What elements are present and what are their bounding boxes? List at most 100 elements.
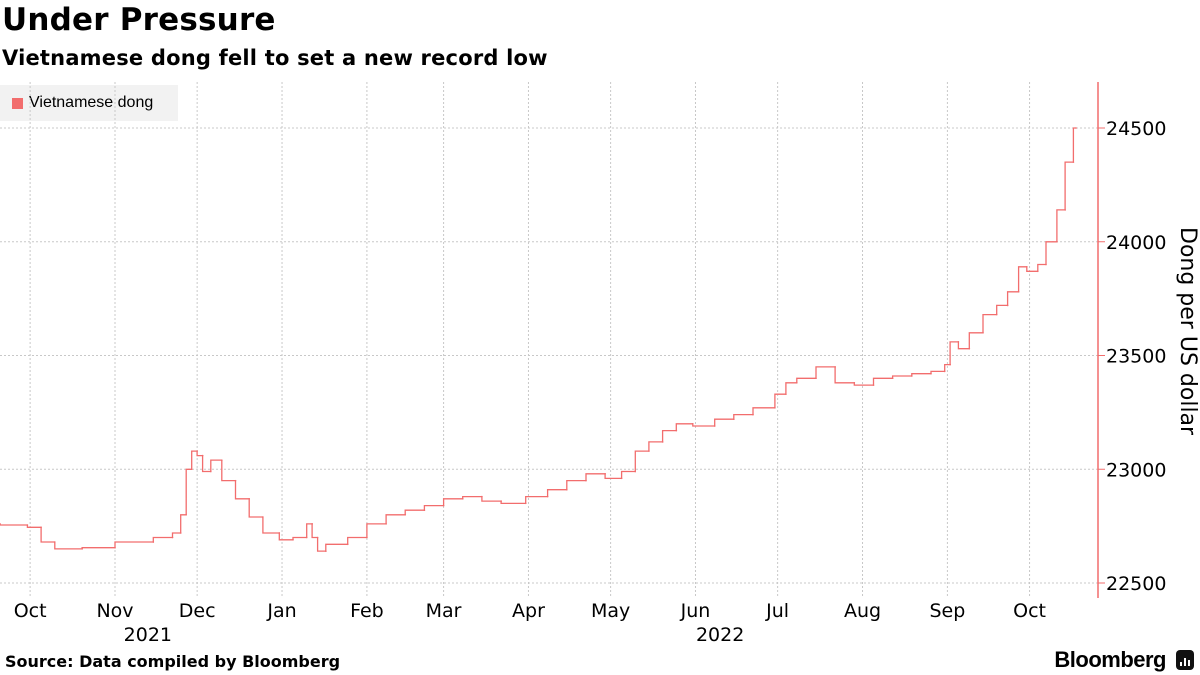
- data-point: [853, 382, 856, 384]
- data-point: [546, 495, 549, 498]
- data-point: [968, 347, 971, 350]
- y-tick-label: 23500: [1106, 346, 1166, 368]
- data-point: [648, 450, 650, 452]
- x-tick-label: Feb: [350, 600, 384, 622]
- data-point: [815, 377, 817, 380]
- data-point: [943, 370, 946, 373]
- data-point: [796, 382, 798, 384]
- data-point: [114, 546, 116, 549]
- data-point: [292, 538, 294, 541]
- data-point: [500, 500, 502, 502]
- data-point: [26, 524, 29, 526]
- data-point: [872, 384, 875, 386]
- data-point: [733, 418, 735, 421]
- data-point: [210, 470, 212, 473]
- data-point: [1075, 127, 1077, 129]
- data-point: [248, 498, 250, 500]
- data-point: [891, 377, 894, 380]
- data-point: [949, 363, 951, 366]
- data-point: [565, 488, 568, 491]
- data-point: [1056, 240, 1058, 243]
- x-tick-label: Nov: [96, 600, 133, 622]
- data-point: [196, 450, 198, 452]
- data-point: [995, 313, 998, 316]
- data-point: [620, 477, 623, 480]
- x-tick-label: Jan: [266, 600, 296, 622]
- data-point: [40, 526, 42, 529]
- x-tick-label: Jul: [765, 600, 789, 622]
- x-tick-label: May: [591, 600, 630, 622]
- data-point: [404, 513, 407, 516]
- chart-title: Under Pressure: [2, 2, 276, 38]
- data-point: [423, 509, 426, 512]
- data-point: [911, 375, 913, 377]
- data-point: [185, 513, 187, 516]
- bloomberg-icon: [1176, 650, 1194, 670]
- data-point: [278, 532, 281, 534]
- series-line: [0, 127, 1077, 552]
- data-point: [957, 341, 960, 343]
- data-point: [325, 550, 327, 552]
- data-point: [305, 536, 308, 539]
- data-point: [0, 523, 1, 525]
- data-point: [785, 393, 787, 395]
- data-point: [585, 479, 587, 482]
- x-tick-label: Jun: [680, 600, 711, 622]
- source-note: Source: Data compiled by Bloomberg: [5, 652, 341, 671]
- data-point: [604, 473, 606, 475]
- x-tick-label: Oct: [14, 600, 47, 622]
- data-point: [691, 422, 694, 425]
- data-point: [524, 502, 527, 505]
- x-year-label: 2022: [696, 624, 744, 646]
- x-year-label: 2021: [124, 624, 172, 646]
- data-point: [982, 331, 984, 334]
- data-point: [179, 532, 182, 534]
- legend-label: Vietnamese dong: [29, 94, 154, 111]
- brand-logo: Bloomberg: [1054, 647, 1166, 672]
- data-point: [442, 504, 445, 507]
- data-point: [234, 479, 237, 482]
- data-point: [675, 429, 678, 432]
- data-point: [1045, 263, 1047, 266]
- data-point: [1072, 161, 1075, 163]
- data-point: [311, 523, 313, 525]
- data-point: [385, 523, 387, 525]
- data-point: [752, 413, 754, 416]
- x-tick-label: Oct: [1013, 600, 1046, 622]
- data-point: [366, 536, 368, 539]
- data-point: [171, 536, 174, 539]
- data-point: [1064, 209, 1066, 211]
- data-point: [661, 441, 664, 443]
- data-point: [1036, 270, 1039, 273]
- data-point: [461, 498, 464, 500]
- x-tick-label: Aug: [844, 600, 881, 622]
- data-point: [346, 543, 349, 546]
- data-point: [481, 495, 483, 498]
- data-point: [634, 470, 637, 473]
- data-point: [316, 536, 319, 539]
- legend-swatch: [12, 97, 23, 109]
- y-tick-label: 24500: [1106, 118, 1166, 140]
- y-tick-label: 23000: [1106, 459, 1166, 481]
- data-point: [1017, 291, 1020, 293]
- x-tick-label: Apr: [512, 600, 545, 622]
- chart-subtitle: Vietnamese dong fell to set a new record…: [2, 46, 548, 70]
- data-point: [834, 366, 836, 368]
- data-point: [262, 516, 264, 518]
- x-tick-label: Sep: [929, 600, 965, 622]
- x-tick-label: Dec: [179, 600, 216, 622]
- x-tick-label: Mar: [426, 600, 462, 622]
- data-point: [81, 548, 83, 550]
- data-point: [152, 541, 155, 543]
- data-point: [713, 425, 716, 427]
- data-point: [1026, 265, 1028, 268]
- y-axis-title: Dong per US dollar: [1175, 227, 1200, 436]
- y-tick-label: 24000: [1106, 232, 1166, 254]
- y-tick-label: 22500: [1106, 573, 1166, 595]
- data-point: [201, 454, 204, 457]
- data-point: [1006, 304, 1009, 307]
- data-point: [774, 407, 776, 409]
- data-point: [53, 541, 56, 543]
- data-point: [190, 468, 193, 471]
